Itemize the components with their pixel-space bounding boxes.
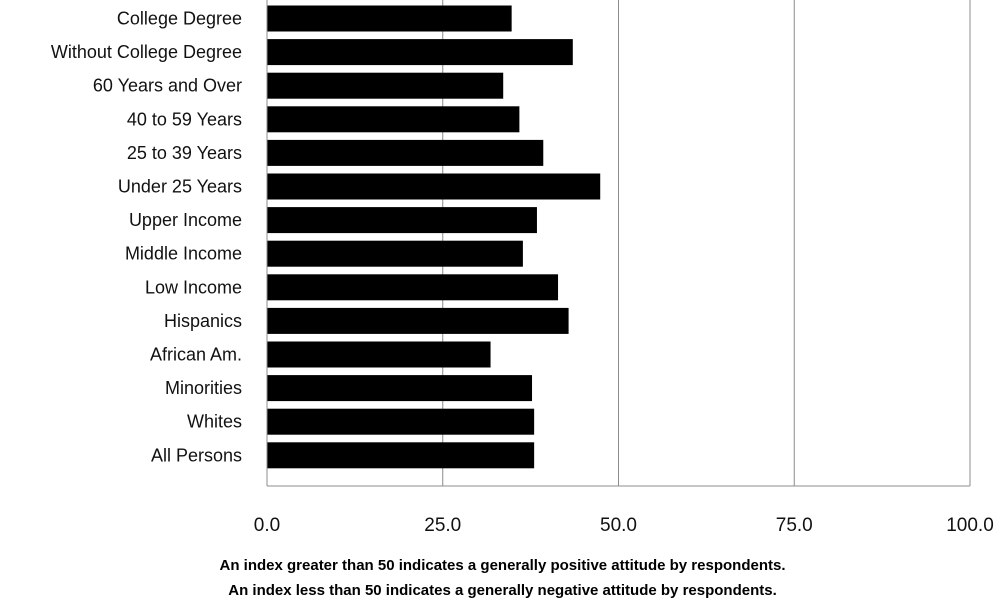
category-label-3: 40 to 59 Years [127,109,242,129]
category-label-7: Middle Income [125,244,242,264]
category-label-5: Under 25 Years [118,177,242,197]
category-label-4: 25 to 39 Years [127,143,242,163]
bar-13 [267,442,535,469]
bar-6 [267,207,537,234]
bar-0 [267,5,512,32]
category-label-10: African Am. [150,345,242,365]
category-label-9: Hispanics [164,311,242,331]
category-label-11: Minorities [165,378,242,398]
category-label-6: Upper Income [129,210,242,230]
footnote-negative: An index less than 50 indicates a genera… [228,582,777,599]
category-label-1: Without College Degree [51,42,242,62]
bar-3 [267,106,520,133]
x-tick-label-1: 25.0 [424,515,461,536]
category-label-0: College Degree [117,9,242,29]
x-tick-label-0: 0.0 [254,515,280,536]
bar-2 [267,72,504,99]
x-tick-label-2: 50.0 [600,515,637,536]
bar-9 [267,307,569,334]
category-label-8: Low Income [145,277,242,297]
category-label-2: 60 Years and Over [93,76,242,96]
category-label-13: All Persons [151,445,242,465]
bar-5 [267,173,601,200]
bar-chart-svg: College Degree Without College Degree 60 Y… [51,0,994,536]
category-label-12: Whites [187,412,242,432]
bar-7 [267,240,523,267]
bar-8 [267,274,559,301]
x-tick-label-3: 75.0 [776,515,813,536]
bar-10 [267,341,491,368]
bar-1 [267,39,573,66]
bar-4 [267,139,544,166]
footnote-positive: An index greater than 50 indicates a gen… [219,557,786,574]
bar-12 [267,408,535,435]
bar-11 [267,375,533,402]
x-tick-label-4: 100.0 [946,515,994,536]
